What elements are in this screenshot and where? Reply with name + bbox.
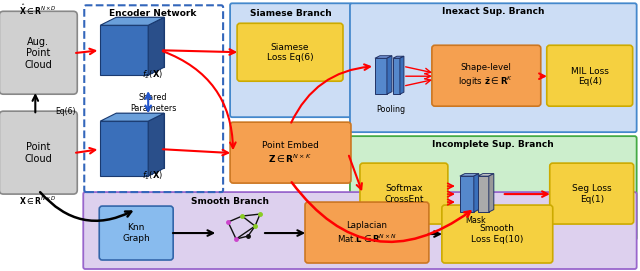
Polygon shape — [104, 23, 152, 73]
Polygon shape — [489, 174, 494, 212]
Polygon shape — [400, 56, 404, 94]
FancyBboxPatch shape — [550, 163, 634, 224]
Text: Point
Cloud: Point Cloud — [24, 142, 52, 164]
FancyBboxPatch shape — [547, 45, 633, 106]
Text: Shared
Parameters: Shared Parameters — [130, 93, 177, 113]
FancyBboxPatch shape — [0, 11, 77, 94]
Polygon shape — [104, 119, 152, 174]
Polygon shape — [148, 17, 164, 75]
Polygon shape — [460, 174, 479, 176]
Polygon shape — [375, 58, 387, 94]
Text: Mask: Mask — [465, 215, 486, 225]
Text: Eq(6): Eq(6) — [55, 107, 76, 116]
FancyBboxPatch shape — [230, 122, 351, 183]
FancyBboxPatch shape — [305, 202, 429, 263]
Polygon shape — [112, 19, 160, 69]
Text: Incomplete Sup. Branch: Incomplete Sup. Branch — [432, 140, 554, 149]
Polygon shape — [116, 17, 164, 67]
FancyBboxPatch shape — [99, 206, 173, 260]
Text: $\mathbf{X}\in\mathbf{R}^{N\times D}$: $\mathbf{X}\in\mathbf{R}^{N\times D}$ — [19, 195, 57, 207]
FancyBboxPatch shape — [432, 45, 541, 106]
Polygon shape — [393, 58, 400, 94]
Polygon shape — [100, 113, 164, 121]
Text: Inexact Sup. Branch: Inexact Sup. Branch — [442, 7, 544, 16]
Text: $f_1(\mathbf{X})$: $f_1(\mathbf{X})$ — [142, 170, 163, 182]
Polygon shape — [478, 174, 494, 176]
FancyBboxPatch shape — [237, 23, 343, 81]
Text: MIL Loss
Eq(4): MIL Loss Eq(4) — [571, 66, 609, 86]
Text: Laplacian
Mat.$\mathbf{L}\in\mathbf{R}^{N\times N}$: Laplacian Mat.$\mathbf{L}\in\mathbf{R}^{… — [337, 221, 397, 245]
Text: Knn
Graph: Knn Graph — [122, 223, 150, 243]
Polygon shape — [100, 25, 148, 75]
FancyBboxPatch shape — [350, 136, 637, 240]
Polygon shape — [460, 176, 474, 212]
Polygon shape — [112, 115, 160, 170]
Text: Shape-level
logits $\bar{\mathbf{z}}\in\mathbf{R}^{K}$: Shape-level logits $\bar{\mathbf{z}}\in\… — [458, 63, 513, 89]
Polygon shape — [108, 21, 156, 71]
Text: Pooling: Pooling — [376, 105, 406, 114]
Text: $f_2(\mathbf{X})$: $f_2(\mathbf{X})$ — [142, 69, 163, 82]
Text: Siamese
Loss Eq(6): Siamese Loss Eq(6) — [267, 43, 314, 62]
Text: Smooth
Loss Eq(10): Smooth Loss Eq(10) — [470, 224, 523, 244]
Polygon shape — [478, 176, 489, 212]
Text: Smooth Branch: Smooth Branch — [191, 196, 269, 206]
Text: Seg Loss
Eq(1): Seg Loss Eq(1) — [572, 184, 611, 204]
Polygon shape — [474, 174, 479, 212]
Text: Aug.
Point
Cloud: Aug. Point Cloud — [24, 37, 52, 70]
FancyBboxPatch shape — [350, 3, 637, 132]
Text: Siamese Branch: Siamese Branch — [250, 9, 332, 18]
Polygon shape — [387, 56, 392, 94]
FancyBboxPatch shape — [83, 192, 637, 269]
Text: Softmax
CrossEnt: Softmax CrossEnt — [384, 184, 424, 204]
Text: $\hat{\mathbf{X}}\in\mathbf{R}^{N\times D}$: $\hat{\mathbf{X}}\in\mathbf{R}^{N\times … — [19, 2, 57, 17]
Text: Point Embed
$\mathbf{Z}\in\mathbf{R}^{N\times K}$: Point Embed $\mathbf{Z}\in\mathbf{R}^{N\… — [262, 141, 319, 165]
Polygon shape — [116, 113, 164, 168]
Polygon shape — [375, 56, 392, 58]
FancyBboxPatch shape — [360, 163, 448, 224]
Polygon shape — [100, 17, 164, 25]
Polygon shape — [108, 117, 156, 172]
FancyBboxPatch shape — [230, 3, 352, 117]
Text: Encoder Network: Encoder Network — [109, 9, 197, 18]
Polygon shape — [148, 113, 164, 176]
Polygon shape — [393, 56, 404, 58]
Polygon shape — [100, 121, 148, 176]
FancyBboxPatch shape — [0, 111, 77, 194]
FancyBboxPatch shape — [442, 205, 553, 263]
